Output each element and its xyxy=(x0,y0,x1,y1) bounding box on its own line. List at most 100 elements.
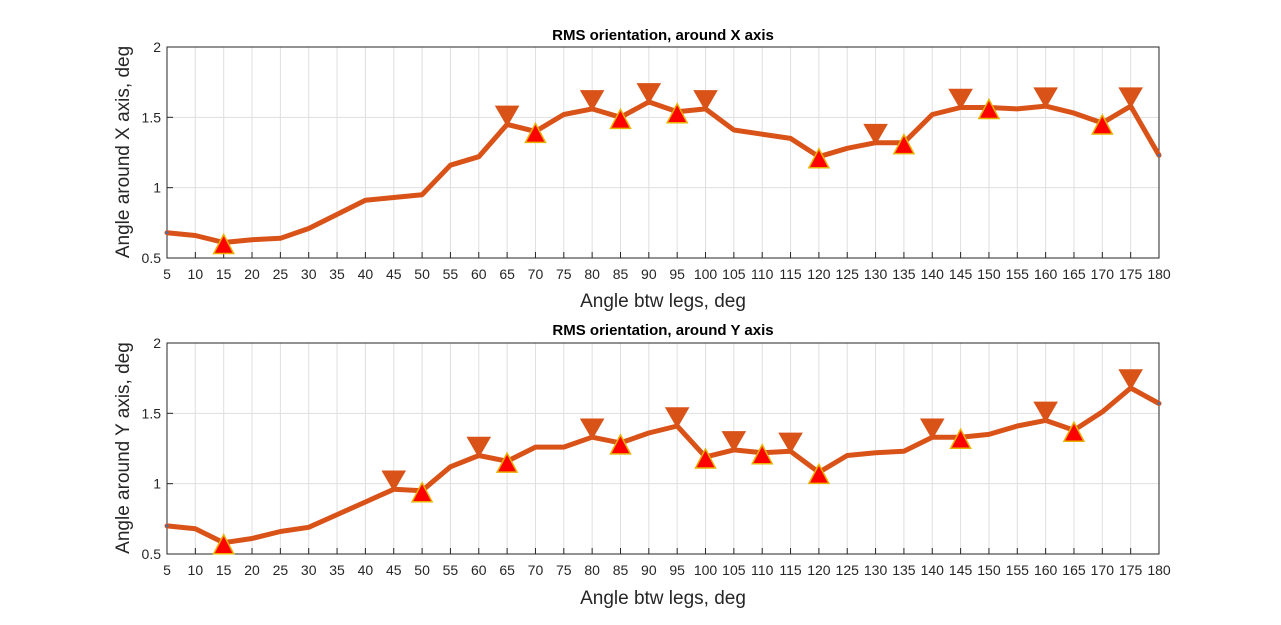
trough-marker xyxy=(1062,420,1086,442)
y-tick-label: 2 xyxy=(153,39,161,55)
x-tick-labels: 5 10 15 20 25 30 35 40 45 50 55 60 65 70 75 80 85 90 95 100… xyxy=(163,548,1171,578)
x-tick-label: 140 xyxy=(921,266,945,282)
peak-marker xyxy=(1033,87,1058,109)
peak-marker xyxy=(948,88,973,110)
x-tick-label: 135 xyxy=(892,266,916,282)
x-tick-label: 20 xyxy=(244,266,260,282)
data-point xyxy=(1157,401,1161,405)
x-tick-label: 55 xyxy=(443,562,459,578)
y-tick-label: 1 xyxy=(153,476,161,492)
x-tick-label: 115 xyxy=(779,266,802,282)
trough-marker xyxy=(609,107,632,130)
x-tick-label: 5 xyxy=(163,562,171,578)
x-tick-label: 45 xyxy=(386,266,402,282)
peak-marker xyxy=(863,123,888,146)
trough-marker xyxy=(1091,113,1114,135)
peak-marker xyxy=(1118,369,1143,391)
x-tick-label: 180 xyxy=(1147,562,1171,578)
x-tick-label: 80 xyxy=(584,266,600,282)
x-tick-label: 45 xyxy=(386,562,402,578)
x-tick-label: 125 xyxy=(836,562,860,578)
trough-marker xyxy=(977,97,1001,120)
trough-marker xyxy=(609,433,632,455)
x-tick-label: 65 xyxy=(499,266,515,282)
x-tick-label: 40 xyxy=(358,562,374,578)
x-tick-label: 75 xyxy=(556,562,572,578)
x-tick-label: 85 xyxy=(613,266,629,282)
trough-marker xyxy=(212,533,235,555)
x-tick-label: 165 xyxy=(1062,562,1086,578)
x-axis-label: Angle btw legs, deg xyxy=(580,588,746,609)
x-tick-label: 155 xyxy=(1006,562,1030,578)
trough-marker xyxy=(892,133,916,155)
y-tick-labels: 0.5 1 1.5 2 xyxy=(142,335,173,562)
peak-marker xyxy=(693,90,718,112)
series xyxy=(164,83,1162,255)
trough-marker xyxy=(212,232,235,255)
x-tick-label: 170 xyxy=(1091,562,1115,578)
y-axis-label: Angle around Y axis, deg xyxy=(113,342,134,554)
x-tick-label: 100 xyxy=(694,562,718,578)
y-tick-label: 1.5 xyxy=(142,109,162,125)
peak-marker xyxy=(721,431,747,453)
series-line xyxy=(164,385,1162,546)
x-tick-label: 145 xyxy=(949,562,973,578)
x-tick-label: 15 xyxy=(216,266,232,282)
peak-marker xyxy=(1118,87,1143,109)
axes-frame xyxy=(166,342,1160,555)
x-tick-label: 135 xyxy=(892,562,916,578)
trough-marker xyxy=(694,447,717,469)
x-tick-label: 105 xyxy=(722,266,746,282)
x-tick-label: 70 xyxy=(528,562,544,578)
x-tick-label: 175 xyxy=(1119,266,1143,282)
peak-marker xyxy=(1033,401,1058,423)
y-tick-label: 0.5 xyxy=(142,250,162,266)
trough-marker xyxy=(807,462,831,485)
x-tick-label: 170 xyxy=(1091,266,1115,282)
x-tick-label: 30 xyxy=(301,562,317,578)
chart-title: RMS orientation, around X axis xyxy=(552,27,774,44)
peak-marker xyxy=(579,90,605,112)
peak-marker xyxy=(636,83,662,105)
y-tick-label: 1 xyxy=(153,180,161,196)
data-point xyxy=(165,524,169,528)
x-tick-label: 95 xyxy=(669,562,685,578)
x-tick-label: 100 xyxy=(694,266,718,282)
trough-marker xyxy=(665,102,689,124)
x-tick-label: 60 xyxy=(471,266,487,282)
subplot-y-axis: RMS orientation, around Y axis 0.511.52 … xyxy=(113,322,1171,609)
trough-marker xyxy=(750,443,774,465)
trough-marker xyxy=(495,451,519,473)
x-tick-label: 80 xyxy=(584,562,600,578)
y-axis-label: Angle around X axis, deg xyxy=(113,46,134,258)
trough-marker xyxy=(807,147,831,169)
x-tick-label: 90 xyxy=(641,266,657,282)
x-axis-label: Angle btw legs, deg xyxy=(580,291,746,312)
y-tick-labels: 0.5 1 1.5 2 xyxy=(142,39,173,266)
x-tick-label: 60 xyxy=(471,562,487,578)
x-tick-label: 120 xyxy=(807,562,831,578)
x-tick-label: 85 xyxy=(613,562,629,578)
x-tick-label: 90 xyxy=(641,562,657,578)
subplot-x-axis: RMS orientation, around X axis 0.511.52 … xyxy=(113,27,1171,312)
x-tick-label: 180 xyxy=(1147,266,1171,282)
x-tick-label: 165 xyxy=(1062,266,1086,282)
x-tick-label: 10 xyxy=(188,562,204,578)
x-tick-label: 110 xyxy=(751,562,774,578)
trough-marker xyxy=(524,121,547,144)
x-tick-label: 15 xyxy=(216,562,232,578)
peak-marker xyxy=(381,470,407,492)
x-tick-label: 110 xyxy=(751,266,774,282)
peak-marker xyxy=(494,105,520,127)
y-tick-label: 1.5 xyxy=(142,405,162,421)
x-tick-label: 5 xyxy=(163,266,171,282)
x-tick-label: 30 xyxy=(301,266,317,282)
x-tick-label: 70 xyxy=(528,266,544,282)
trough-marker xyxy=(410,481,434,503)
x-tick-label: 160 xyxy=(1034,266,1058,282)
x-tick-label: 95 xyxy=(669,266,685,282)
x-tick-label: 120 xyxy=(807,266,831,282)
x-tick-label: 65 xyxy=(499,562,515,578)
data-point xyxy=(165,231,169,235)
x-tick-label: 10 xyxy=(188,266,204,282)
